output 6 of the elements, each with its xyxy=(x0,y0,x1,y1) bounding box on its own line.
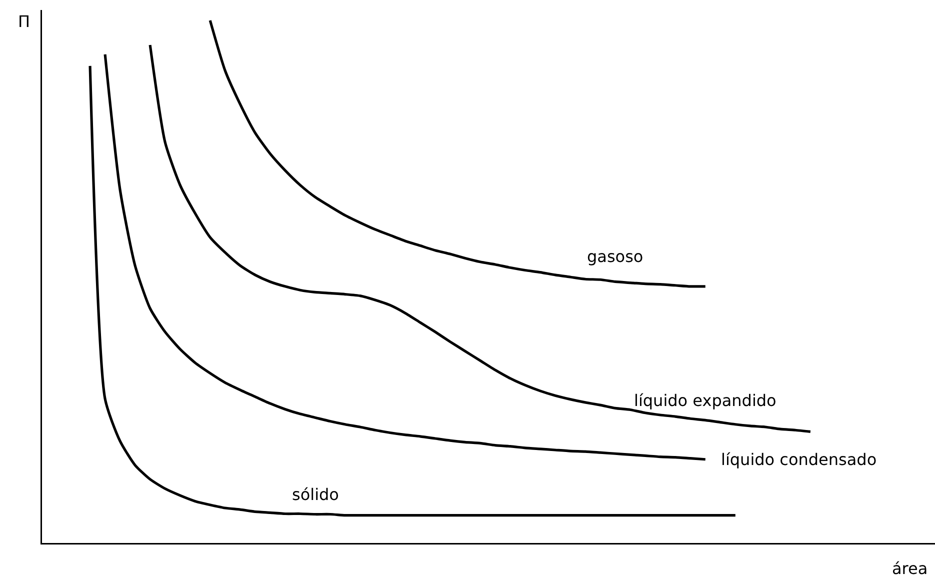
series-label: sólido xyxy=(292,485,339,504)
series-label: líquido condensado xyxy=(721,450,877,469)
series-label: líquido expandido xyxy=(634,391,776,410)
y-axis-title: Π xyxy=(18,12,30,31)
x-axis-title: área xyxy=(892,559,928,578)
series-label: gasoso xyxy=(587,247,644,266)
